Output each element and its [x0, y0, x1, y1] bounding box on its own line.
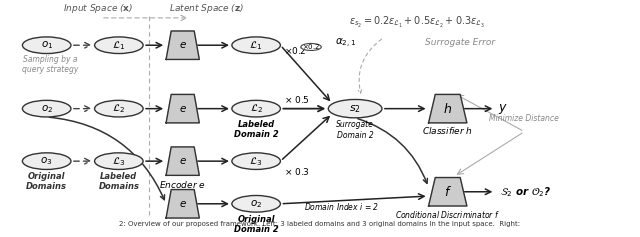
Text: $\mathcal{S}_2$ or $\mathcal{O}_2$?: $\mathcal{S}_2$ or $\mathcal{O}_2$? — [500, 185, 551, 199]
Circle shape — [328, 100, 382, 118]
Text: $f$: $f$ — [444, 185, 452, 199]
Circle shape — [22, 37, 71, 54]
Text: Latent Space ($\mathbf{z}$): Latent Space ($\mathbf{z}$) — [169, 2, 244, 15]
Text: Labeled
Domain 2: Labeled Domain 2 — [234, 120, 278, 139]
Polygon shape — [166, 94, 199, 123]
Text: $\mathcal{L}_2$: $\mathcal{L}_2$ — [112, 102, 125, 115]
Text: $s_2$: $s_2$ — [349, 103, 361, 114]
Circle shape — [232, 196, 280, 212]
Text: Surrogate Error: Surrogate Error — [426, 38, 495, 46]
Circle shape — [301, 43, 321, 50]
FancyArrowPatch shape — [49, 117, 164, 200]
Text: Minimize Distance: Minimize Distance — [490, 114, 559, 123]
Text: $\mathcal{L}_3$: $\mathcal{L}_3$ — [112, 155, 125, 168]
Text: Surrogate
Domain 2: Surrogate Domain 2 — [336, 120, 374, 140]
Text: e: e — [179, 104, 186, 114]
Text: Input Space ($\mathbf{x}$): Input Space ($\mathbf{x}$) — [63, 2, 133, 15]
Text: e: e — [179, 199, 186, 209]
Text: e: e — [179, 156, 186, 166]
Circle shape — [232, 153, 280, 169]
Circle shape — [232, 100, 280, 117]
FancyArrowPatch shape — [358, 39, 381, 93]
Text: $h$: $h$ — [443, 102, 452, 116]
Text: $o_1$: $o_1$ — [40, 39, 53, 51]
Text: $\mathcal{L}_3$: $\mathcal{L}_3$ — [250, 155, 263, 168]
Text: $\mathcal{L}_1$: $\mathcal{L}_1$ — [112, 39, 125, 52]
Text: Domain Index $i$ = 2: Domain Index $i$ = 2 — [304, 201, 380, 212]
Text: Labeled
Domains: Labeled Domains — [99, 172, 140, 191]
Polygon shape — [429, 178, 467, 206]
Text: e: e — [179, 40, 186, 50]
Text: Sampling by a
query strategy: Sampling by a query strategy — [22, 55, 78, 74]
Polygon shape — [166, 31, 199, 59]
Text: $\mathcal{L}_2$: $\mathcal{L}_2$ — [250, 102, 262, 115]
Text: $\alpha_{2,1}$: $\alpha_{2,1}$ — [335, 37, 356, 50]
Text: Conditional Discriminator $f$: Conditional Discriminator $f$ — [396, 209, 500, 220]
Text: $\times$0.2: $\times$0.2 — [302, 42, 320, 51]
Circle shape — [95, 37, 143, 54]
Circle shape — [95, 153, 143, 169]
Circle shape — [95, 100, 143, 117]
Text: $o_2$: $o_2$ — [250, 198, 262, 210]
Circle shape — [22, 153, 71, 169]
Text: Encoder $e$: Encoder $e$ — [159, 179, 206, 190]
Text: Original
Domains: Original Domains — [26, 172, 67, 191]
Polygon shape — [166, 147, 199, 175]
Text: $\times$ 0.3: $\times$ 0.3 — [284, 166, 310, 177]
Text: Original
Domain 2: Original Domain 2 — [234, 215, 278, 234]
Text: $y$: $y$ — [499, 102, 508, 116]
Text: $o_2$: $o_2$ — [40, 103, 52, 114]
Text: Classifier $h$: Classifier $h$ — [422, 126, 473, 137]
Circle shape — [22, 100, 71, 117]
FancyArrowPatch shape — [358, 119, 428, 183]
Text: $\varepsilon_{s_2} = 0.2\varepsilon_{\mathcal{L}_1} + 0.5\varepsilon_{\mathcal{L: $\varepsilon_{s_2} = 0.2\varepsilon_{\ma… — [349, 15, 485, 30]
Text: 2: Overview of our proposed framework. Left: 3 labeled domains and 3 original do: 2: Overview of our proposed framework. L… — [120, 221, 520, 227]
Polygon shape — [166, 190, 199, 218]
Text: $\times$0.2: $\times$0.2 — [284, 45, 306, 56]
Circle shape — [232, 37, 280, 54]
Text: $o_3$: $o_3$ — [40, 155, 53, 167]
Text: $\times$ 0.5: $\times$ 0.5 — [284, 94, 310, 105]
Polygon shape — [429, 94, 467, 123]
Text: $\mathcal{L}_1$: $\mathcal{L}_1$ — [250, 39, 263, 52]
